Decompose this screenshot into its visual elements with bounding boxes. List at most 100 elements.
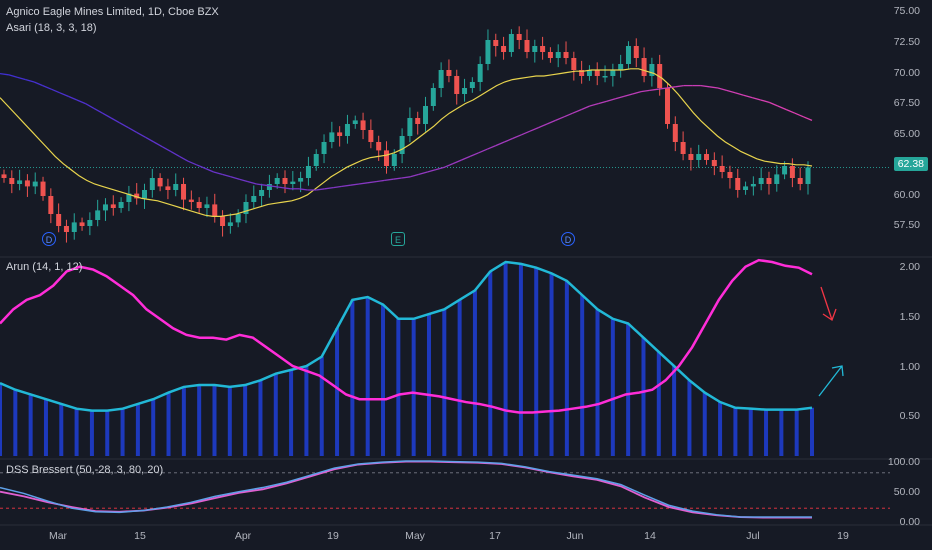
ma-slow-line <box>127 127 138 133</box>
ma-slow-line <box>427 168 437 173</box>
ma-slow-line <box>769 101 779 107</box>
last-price-badge: 62.38 <box>893 157 928 171</box>
candle <box>321 142 327 154</box>
candle <box>501 46 507 52</box>
candle <box>704 154 710 160</box>
ma-slow-line <box>649 88 659 92</box>
ma-slow-line <box>589 102 599 107</box>
candle <box>173 184 179 190</box>
ma-slow-line <box>486 145 496 150</box>
candle <box>688 154 694 160</box>
candle <box>657 64 663 88</box>
ma-slow-line <box>726 89 736 94</box>
ma-slow-line <box>658 87 667 90</box>
dss-tick-50: 50.00 <box>893 486 920 498</box>
ma-slow-line <box>444 163 454 168</box>
candle <box>290 181 296 184</box>
candle <box>625 46 631 64</box>
ma-fast-line <box>0 68 813 217</box>
candle <box>649 64 655 76</box>
candle <box>313 154 319 166</box>
histogram-bar <box>794 409 799 456</box>
candle <box>571 58 577 70</box>
histogram-bar <box>181 386 186 456</box>
ma-slow-line <box>734 92 744 96</box>
ma-slow-line <box>495 141 505 147</box>
ma-slow-line <box>623 93 633 98</box>
histogram-bar <box>365 297 370 456</box>
ma-slow-line <box>794 112 804 118</box>
ma-slow-line <box>85 103 95 109</box>
histogram-bar <box>166 392 171 456</box>
arun-tick-2: 2.00 <box>899 261 920 273</box>
histogram-bar <box>105 410 110 456</box>
x-tick-19-jul: 19 <box>837 530 849 542</box>
dividend-marker[interactable]: D <box>42 232 56 246</box>
candle <box>758 178 764 184</box>
ma-slow-line <box>256 183 266 186</box>
ma-slow-line <box>469 152 479 157</box>
histogram-bar <box>43 399 48 456</box>
candle <box>430 88 436 106</box>
ma-slow-line <box>16 76 26 81</box>
histogram-bar <box>0 383 2 456</box>
ma-slow-line <box>93 107 103 114</box>
histogram-bar <box>319 356 324 456</box>
ma-slow-line <box>299 188 308 191</box>
candle <box>477 64 483 82</box>
ma-slow-line <box>717 87 727 92</box>
down-arrow <box>820 286 837 321</box>
candle <box>337 132 343 136</box>
histogram-bar <box>243 385 248 456</box>
histogram-bar <box>89 410 94 456</box>
earnings-marker[interactable]: E <box>391 232 405 246</box>
histogram-bar <box>350 299 355 456</box>
candle <box>142 190 148 199</box>
histogram-bar <box>518 263 523 456</box>
ma-slow-line <box>247 180 257 185</box>
ma-slow-line <box>239 178 249 183</box>
candle <box>696 154 702 160</box>
candle <box>415 118 421 124</box>
candle <box>32 181 38 187</box>
histogram-bar <box>28 394 33 456</box>
ma-slow-line <box>119 122 129 129</box>
candle <box>750 184 756 187</box>
histogram-bar <box>472 290 477 456</box>
up-arrow <box>818 365 844 397</box>
dividend-marker-2[interactable]: D <box>561 232 575 246</box>
histogram-bar <box>549 273 554 456</box>
histogram-bar <box>442 309 447 456</box>
ma-slow-line <box>136 131 146 138</box>
candle <box>664 88 670 124</box>
candle <box>266 184 272 190</box>
candle <box>56 214 62 226</box>
candle <box>485 40 491 64</box>
candle <box>134 193 140 199</box>
ma-slow-line <box>59 92 69 97</box>
histogram-bar <box>273 373 278 456</box>
candle <box>797 178 803 184</box>
ma-slow-line <box>162 146 172 153</box>
candle <box>782 166 788 175</box>
ma-slow-line <box>546 119 556 125</box>
ma-slow-line <box>110 117 120 124</box>
histogram-bar <box>503 262 508 456</box>
candle <box>344 124 350 136</box>
price-tick-57-5: 57.50 <box>893 219 920 231</box>
x-tick-jul: Jul <box>746 530 760 542</box>
histogram-bar <box>289 369 294 456</box>
candle <box>95 210 101 220</box>
candle <box>641 58 647 76</box>
arun-tick-1-5: 1.50 <box>899 311 920 323</box>
ma-slow-line <box>632 90 642 95</box>
histogram-bar <box>748 408 753 456</box>
ma-slow-line <box>410 173 419 178</box>
candle <box>743 186 749 190</box>
candle <box>305 166 311 178</box>
ma-slow-line <box>555 116 565 121</box>
histogram-bar <box>74 408 79 456</box>
candle <box>532 46 538 52</box>
ma-slow-line <box>324 186 334 190</box>
